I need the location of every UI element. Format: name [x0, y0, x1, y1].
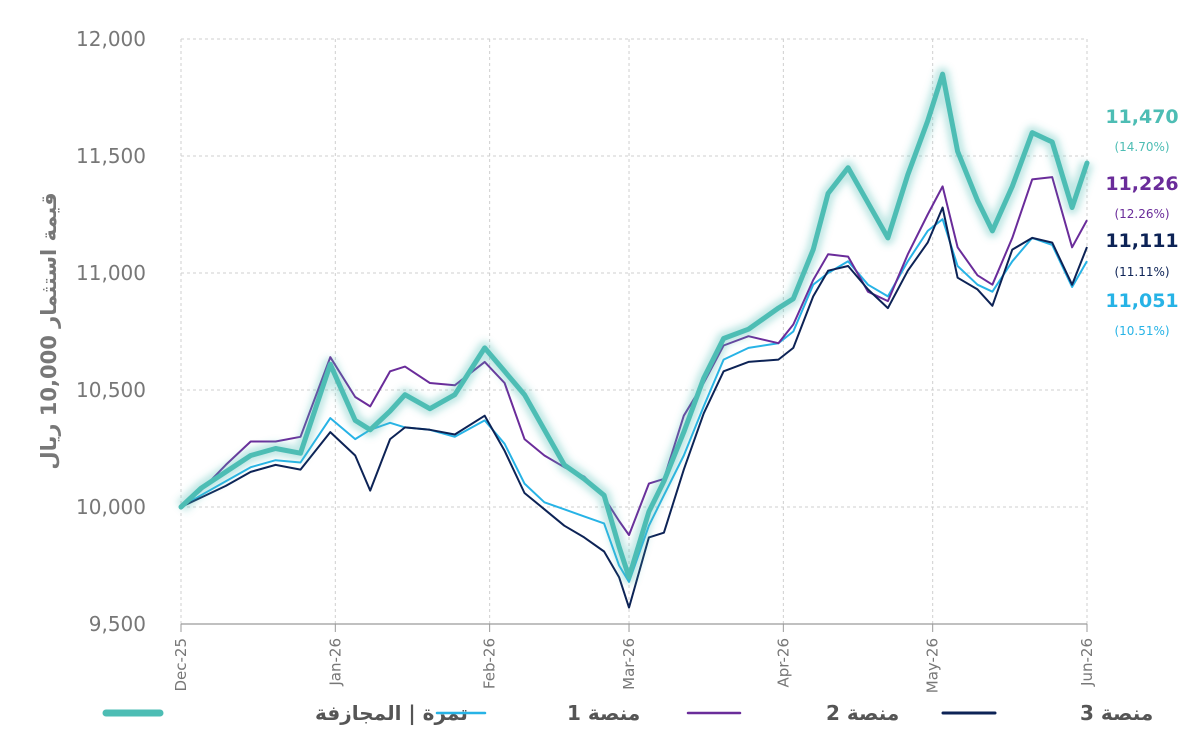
end-value-label: 11,226 — [1105, 173, 1178, 195]
y-tick-label: 12,000 — [76, 27, 146, 51]
y-tick-label: 9,500 — [89, 612, 146, 636]
series-line-platform-2 — [180, 176, 1088, 537]
legend: تمرة | المجازفة منصة 1 منصة 2 منصة 3 — [102, 701, 1153, 725]
series-line-platform-3 — [180, 206, 1088, 609]
end-percent-label: (10.51%) — [1114, 324, 1169, 338]
legend-label: منصة 3 — [1080, 701, 1153, 725]
y-tick-label: 11,000 — [76, 261, 146, 285]
end-percent-label: (11.11%) — [1114, 265, 1169, 279]
legend-label: منصة 2 — [826, 701, 899, 725]
end-value-label: 11,470 — [1105, 106, 1178, 128]
x-tick-label: Jan-26 — [326, 638, 344, 687]
end-percent-label: (12.26%) — [1114, 207, 1169, 221]
x-tick-label: May-26 — [924, 638, 942, 693]
x-tick-label: Mar-26 — [620, 638, 638, 690]
x-tick-label: Jun-26 — [1078, 638, 1096, 687]
y-tick-label: 11,500 — [76, 144, 146, 168]
y-tick-label: 10,000 — [76, 495, 146, 519]
series-glow-main — [176, 67, 1094, 585]
gridlines — [180, 38, 1088, 625]
x-tick-label: Dec-25 — [172, 638, 190, 692]
axes: 9,500 10,000 10,500 11,000 11,500 12,000 Dec-2… — [37, 27, 1096, 693]
y-axis-title: قيمة استثمار 10,000 ريال — [37, 192, 61, 469]
x-tick-label: Feb-26 — [481, 638, 499, 689]
end-labels: 11,470 (14.70%) 11,226 (12.26%) 11,111 (11.11… — [1105, 106, 1178, 338]
x-tick-label: Apr-26 — [774, 638, 792, 688]
series-line-main — [178, 71, 1090, 580]
y-tick-label: 10,500 — [76, 378, 146, 402]
end-percent-label: (14.70%) — [1114, 140, 1169, 154]
end-value-label: 11,111 — [1105, 230, 1178, 252]
end-value-label: 11,051 — [1105, 290, 1178, 312]
series-lines — [176, 67, 1094, 609]
legend-label: منصة 1 — [567, 701, 640, 725]
